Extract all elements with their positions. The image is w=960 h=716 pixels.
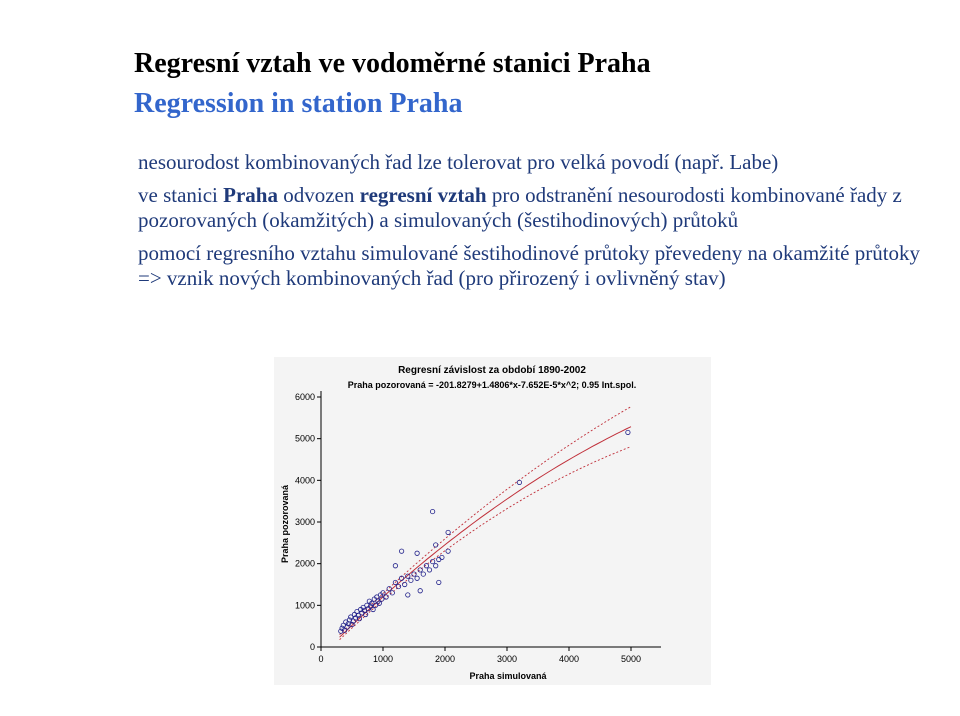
y-tick-label: 0 bbox=[310, 642, 315, 652]
data-point bbox=[426, 567, 433, 573]
data-point bbox=[348, 614, 354, 620]
chart-equation: Praha pozorovaná = -201.8279+1.4806*x-7.… bbox=[348, 380, 636, 390]
data-point bbox=[417, 567, 423, 573]
data-point bbox=[408, 577, 414, 583]
x-tick-label: 1000 bbox=[373, 654, 393, 664]
data-point bbox=[414, 550, 420, 556]
data-point bbox=[445, 529, 451, 536]
y-tick-label: 1000 bbox=[295, 600, 315, 610]
data-point bbox=[356, 616, 363, 622]
y-tick-label: 5000 bbox=[295, 434, 315, 444]
data-point bbox=[392, 579, 399, 586]
regression-chart: Regresní závislost za období 1890-2002 P… bbox=[280, 365, 661, 681]
data-point bbox=[355, 612, 361, 618]
data-point bbox=[363, 611, 369, 618]
data-point bbox=[417, 588, 423, 594]
data-point bbox=[368, 603, 374, 609]
data-point bbox=[625, 429, 631, 436]
y-tick-label: 3000 bbox=[295, 517, 315, 527]
data-point bbox=[420, 571, 426, 577]
data-point bbox=[402, 581, 408, 588]
p2-bold-station: Praha bbox=[223, 183, 278, 207]
data-point bbox=[341, 627, 348, 633]
paragraph-1: nesourodost kombinovaných řad lze tolero… bbox=[138, 150, 779, 174]
data-point bbox=[380, 590, 386, 596]
data-point bbox=[414, 575, 420, 581]
data-point bbox=[430, 508, 436, 515]
data-point bbox=[430, 558, 436, 565]
data-point bbox=[433, 542, 439, 548]
data-point bbox=[383, 594, 389, 600]
p2-bold-regression: regresní vztah bbox=[359, 183, 487, 207]
data-point bbox=[439, 554, 445, 561]
x-tick-label: 0 bbox=[318, 654, 323, 664]
data-point bbox=[516, 479, 522, 486]
slide-title: Regresní vztah ve vodoměrné stanici Prah… bbox=[134, 48, 651, 79]
data-point bbox=[349, 621, 355, 628]
y-tick-label: 4000 bbox=[295, 475, 315, 485]
paragraph-3: pomocí regresního vztahu simulované šest… bbox=[138, 241, 921, 290]
x-tick-label: 4000 bbox=[559, 654, 579, 664]
lower-confidence-band bbox=[339, 446, 632, 641]
data-point bbox=[436, 579, 442, 586]
axes-group: 0 1000 2000 3000 4000 5000 0 1000 2000 3000 4000 50… bbox=[295, 391, 661, 664]
x-axis-label: Praha simulovaná bbox=[469, 671, 547, 681]
data-point bbox=[399, 575, 405, 581]
data-point bbox=[389, 590, 395, 596]
y-tick-label: 6000 bbox=[295, 392, 315, 402]
data-point bbox=[423, 563, 429, 569]
data-point bbox=[392, 563, 399, 569]
data-point bbox=[405, 573, 411, 579]
fit-curve-group bbox=[339, 426, 632, 638]
data-point bbox=[445, 548, 451, 554]
confidence-band-group bbox=[339, 406, 632, 641]
data-points-group bbox=[338, 429, 631, 634]
p2-text-2: odvozen bbox=[277, 183, 360, 207]
data-point bbox=[376, 600, 382, 606]
slide-body: nesourodost kombinovaných řad lze tolero… bbox=[138, 150, 938, 299]
slide-subtitle: Regression in station Praha bbox=[134, 88, 463, 119]
y-tick-label: 2000 bbox=[295, 559, 315, 569]
data-point bbox=[344, 624, 350, 630]
y-axis-label: Praha pozorovaná bbox=[280, 484, 290, 563]
data-point bbox=[395, 583, 402, 590]
p2-text-1: ve stanici bbox=[138, 183, 224, 207]
data-point bbox=[379, 596, 385, 602]
x-tick-label: 5000 bbox=[621, 654, 641, 664]
data-point bbox=[386, 586, 392, 592]
data-point bbox=[364, 602, 370, 608]
chart-title: Regresní závislost za období 1890-2002 bbox=[398, 365, 586, 376]
data-point bbox=[338, 628, 344, 634]
regression-curve bbox=[339, 426, 632, 638]
x-tick-label: 3000 bbox=[497, 654, 517, 664]
data-point bbox=[370, 606, 376, 613]
data-point bbox=[436, 556, 442, 563]
chart-panel: Regresní závislost za období 1890-2002 P… bbox=[274, 357, 711, 685]
data-point bbox=[433, 563, 439, 569]
paragraph-2: ve stanici Praha odvozen regresní vztah … bbox=[138, 183, 938, 233]
x-tick-label: 2000 bbox=[435, 654, 455, 664]
data-point bbox=[411, 571, 417, 577]
p2-text-3: pro odstranění nesourodosti kombinované … bbox=[138, 183, 902, 232]
data-point bbox=[399, 548, 405, 554]
data-point bbox=[405, 592, 411, 598]
data-point bbox=[350, 618, 356, 624]
